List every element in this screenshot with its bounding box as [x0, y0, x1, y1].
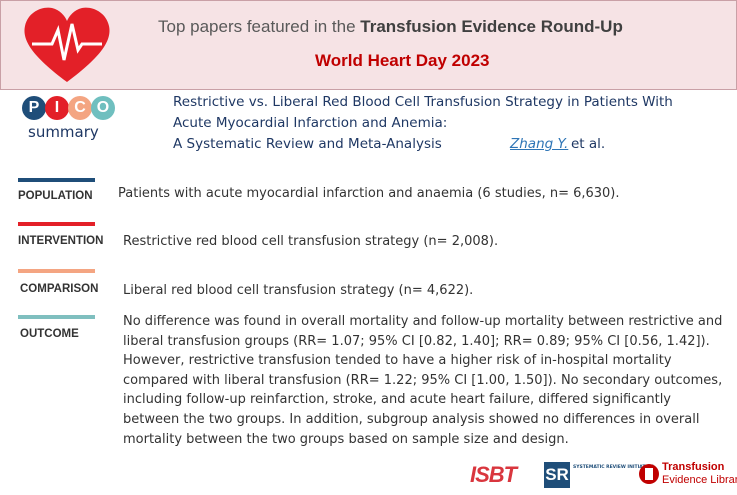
section-bar — [18, 315, 95, 319]
author-link[interactable]: Zhang Y. — [510, 136, 569, 152]
tel-icon — [639, 464, 659, 484]
section-label: COMPARISON — [20, 283, 99, 295]
pico-letter: C — [68, 96, 92, 120]
tel-line1: Transfusion — [662, 461, 725, 473]
pico-label: summary — [28, 123, 99, 141]
tel-line2: Evidence Library — [662, 474, 737, 486]
title-emphasis: Transfusion Evidence Round-Up — [360, 17, 623, 36]
paper-title: A Systematic Review and Meta-Analysis — [173, 136, 442, 152]
section-text: Liberal red blood cell transfusion strat… — [123, 283, 474, 298]
heart-icon — [24, 7, 110, 82]
section-bar — [18, 269, 95, 273]
title-prefix: Top papers featured in the — [158, 17, 356, 36]
paper-title: Restrictive vs. Liberal Red Blood Cell T… — [173, 94, 673, 110]
sri-text: SYSTEMATIC REVIEW INITIATIVE — [573, 465, 654, 470]
header-title: Top papers featured in the Transfusion E… — [158, 17, 623, 37]
section-bar — [18, 222, 95, 226]
section-label: INTERVENTION — [18, 235, 104, 247]
section-text: No difference was found in overall morta… — [123, 314, 723, 447]
pico-letter: O — [91, 96, 115, 120]
header — [0, 0, 737, 90]
sri-logo: SR — [544, 462, 570, 488]
isbt-logo: ISBT — [470, 462, 517, 487]
section-label: POPULATION — [18, 190, 93, 202]
section-text: Restrictive red blood cell transfusion s… — [123, 234, 499, 249]
header-subtitle: World Heart Day 2023 — [315, 51, 490, 70]
section-label: OUTCOME — [20, 328, 79, 340]
section-text: Patients with acute myocardial infarctio… — [118, 186, 620, 201]
paper-title: Acute Myocardial Infarction and Anemia: — [173, 115, 448, 131]
pico-letter: I — [45, 96, 69, 120]
author-suffix: et al. — [571, 136, 606, 152]
section-bar — [18, 178, 95, 182]
pico-letter: P — [22, 96, 46, 120]
